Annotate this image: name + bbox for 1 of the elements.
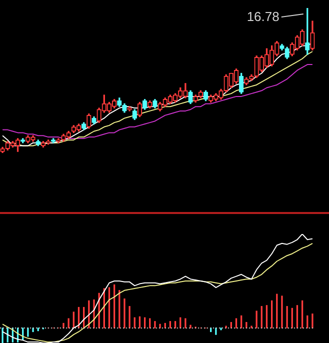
annotation: 16.78 <box>246 9 280 24</box>
